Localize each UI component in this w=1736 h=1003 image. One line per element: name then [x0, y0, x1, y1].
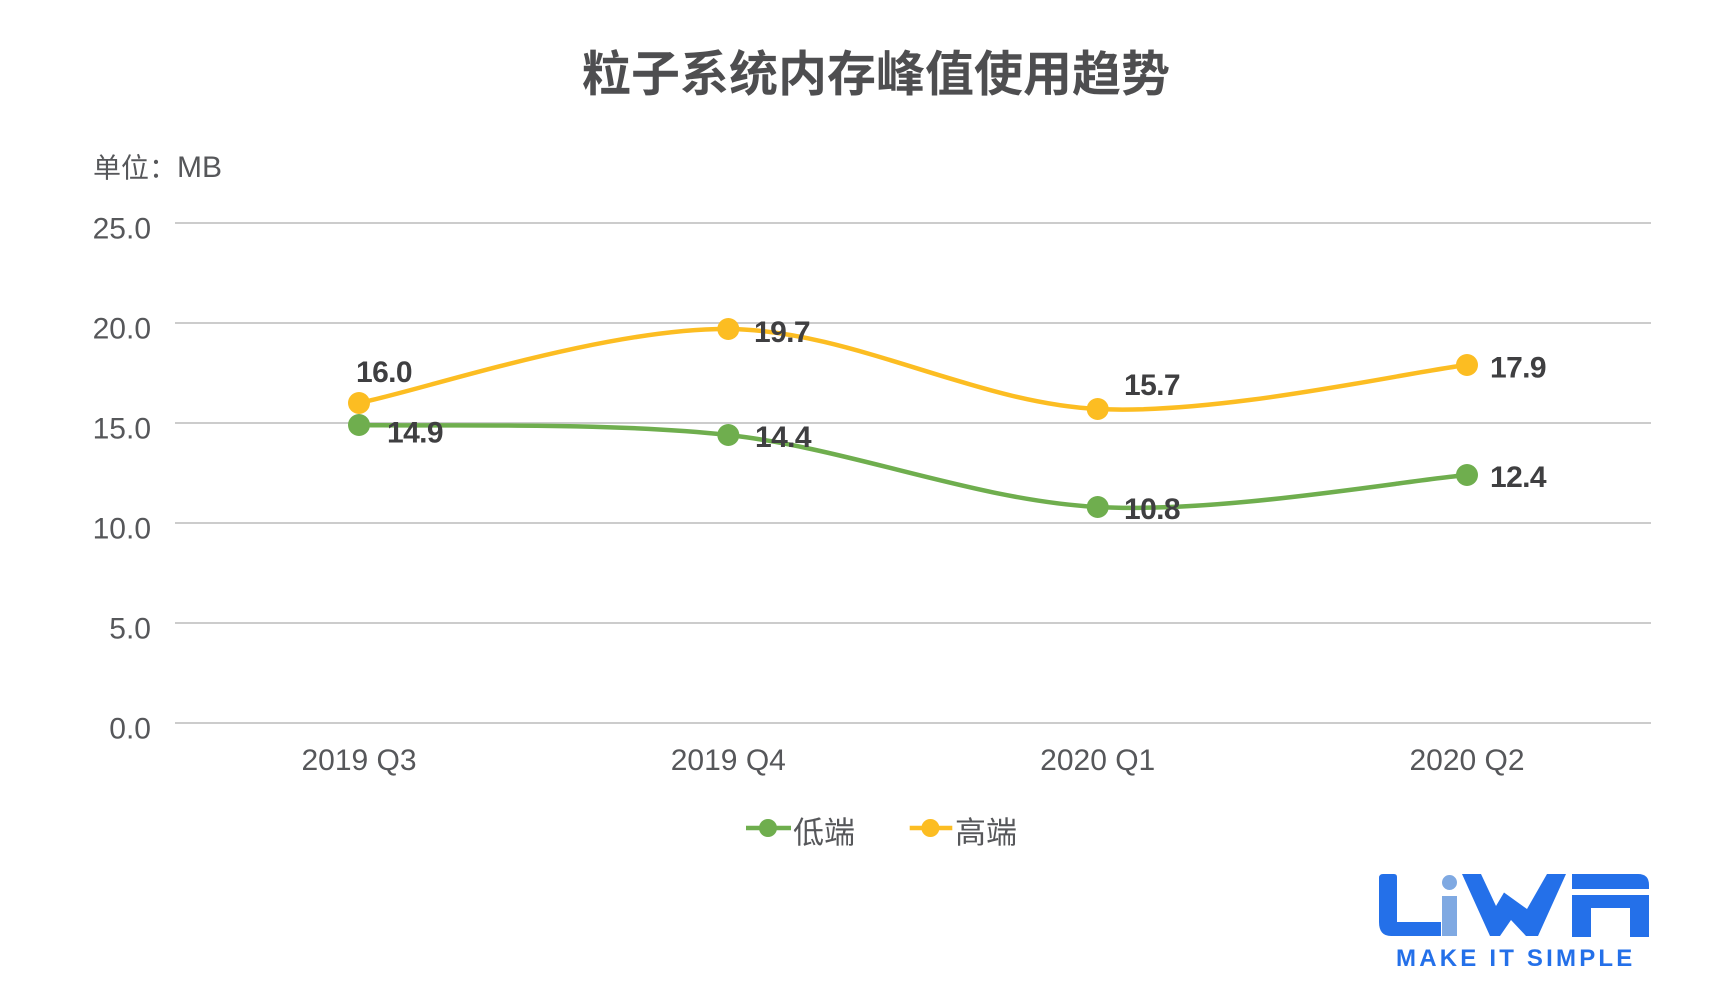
svg-text:16.0: 16.0 [356, 356, 412, 389]
svg-text:15.0: 15.0 [93, 413, 151, 446]
svg-text:10.0: 10.0 [93, 513, 151, 546]
svg-text:MAKE IT SIMPLE: MAKE IT SIMPLE [1396, 945, 1635, 972]
svg-text:5.0: 5.0 [109, 613, 151, 646]
svg-text:19.7: 19.7 [754, 316, 810, 349]
svg-text:14.9: 14.9 [387, 417, 443, 450]
svg-text:0.0: 0.0 [109, 713, 151, 746]
svg-text:20.0: 20.0 [93, 313, 151, 346]
svg-text:MB: MB [177, 151, 222, 184]
svg-text:15.7: 15.7 [1124, 369, 1180, 402]
svg-text:2019 Q4: 2019 Q4 [671, 744, 786, 777]
svg-text:14.4: 14.4 [755, 421, 812, 454]
svg-text:25.0: 25.0 [93, 213, 151, 246]
svg-text:12.4: 12.4 [1490, 461, 1547, 494]
svg-text:2020 Q1: 2020 Q1 [1040, 744, 1155, 777]
svg-text:17.9: 17.9 [1490, 352, 1546, 385]
svg-text:2020 Q2: 2020 Q2 [1409, 744, 1524, 777]
svg-text:2019 Q3: 2019 Q3 [301, 744, 416, 777]
svg-text:10.8: 10.8 [1124, 493, 1180, 526]
